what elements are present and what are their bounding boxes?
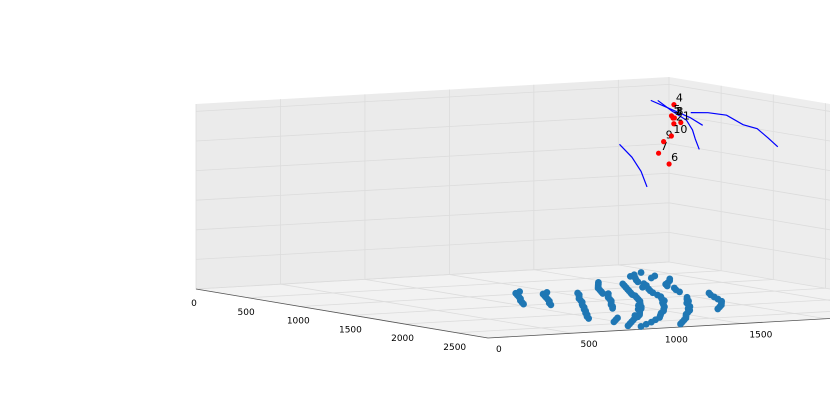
- waypoint-label: 2: [676, 111, 683, 124]
- x-tick-label: 1500: [339, 325, 362, 335]
- x-grid-line: [404, 299, 830, 325]
- z-grid-line: [195, 83, 830, 112]
- waypoint-marker: [671, 115, 677, 121]
- ground-point: [628, 291, 636, 298]
- y-tick-label: 0: [496, 345, 502, 355]
- ground-point: [647, 274, 655, 282]
- y-tick-label: 1500: [749, 331, 772, 341]
- ground-point: [585, 315, 593, 322]
- waypoint-label: 10: [673, 123, 687, 136]
- z-grid-line: [195, 172, 830, 201]
- waypoint-marker: [671, 121, 677, 127]
- waypoint-label: 1: [683, 110, 690, 123]
- ground-point: [547, 301, 555, 309]
- axis-panes: [196, 77, 830, 338]
- ground-point: [624, 322, 632, 330]
- ground-point: [634, 278, 642, 286]
- z-grid-line: [195, 143, 830, 172]
- ground-point: [677, 320, 684, 328]
- waypoint-label: 4: [676, 92, 683, 105]
- z-grid-line: [195, 261, 830, 290]
- x-tick-label: 1000: [287, 317, 310, 327]
- waypoint-marker: [678, 119, 684, 126]
- x-tick-label: 0: [191, 299, 197, 309]
- waypoint-label: 8: [676, 105, 683, 118]
- ground-point: [642, 320, 650, 328]
- x-tick-label: 500: [238, 308, 255, 318]
- waypoint-label: 3: [675, 105, 682, 118]
- waypoint-marker: [666, 161, 672, 167]
- ground-point: [637, 323, 645, 330]
- waypoint-marker: [661, 139, 667, 145]
- z-grid-line: [195, 231, 830, 260]
- waypoint-label: 5: [673, 103, 680, 116]
- back-wall-pane: [669, 77, 830, 290]
- grid-lines: [195, 77, 830, 339]
- ground-points: [512, 269, 725, 330]
- waypoint-label: 6: [671, 151, 678, 164]
- ground-point: [520, 300, 527, 308]
- left-wall-pane: [196, 77, 669, 289]
- flight-path-line: [690, 112, 779, 148]
- ground-point: [634, 313, 642, 321]
- tick-labels: 0500100015002000250005001000150020002500…: [191, 288, 830, 355]
- waypoint-marker: [671, 102, 677, 108]
- waypoint-marker: [668, 133, 674, 139]
- ground-point: [663, 282, 671, 290]
- y-tick-label: 1000: [665, 335, 688, 345]
- ground-point: [637, 269, 645, 276]
- y-tick-label: 500: [580, 340, 597, 350]
- flight-paths: [619, 99, 779, 188]
- flight-path-line: [657, 99, 700, 150]
- ground-point: [714, 305, 722, 313]
- x-tick-label: 2500: [443, 343, 466, 353]
- ground-point: [647, 318, 655, 326]
- ground-point: [610, 318, 618, 326]
- z-grid-line: [195, 113, 830, 142]
- x-axis-line: [195, 288, 489, 339]
- z-grid-line: [195, 202, 830, 231]
- x-tick-label: 2000: [391, 334, 414, 344]
- ground-point: [599, 290, 607, 297]
- ground-point: [639, 283, 646, 291]
- flight-path-line: [619, 143, 648, 188]
- waypoint-marker: [655, 150, 662, 156]
- y-axis-line: [487, 318, 830, 339]
- waypoints: 12345678910: [655, 92, 690, 167]
- waypoint-label: 7: [661, 140, 668, 153]
- ground-point: [676, 288, 683, 296]
- ground-point: [609, 304, 616, 312]
- flight-path-line: [650, 99, 704, 126]
